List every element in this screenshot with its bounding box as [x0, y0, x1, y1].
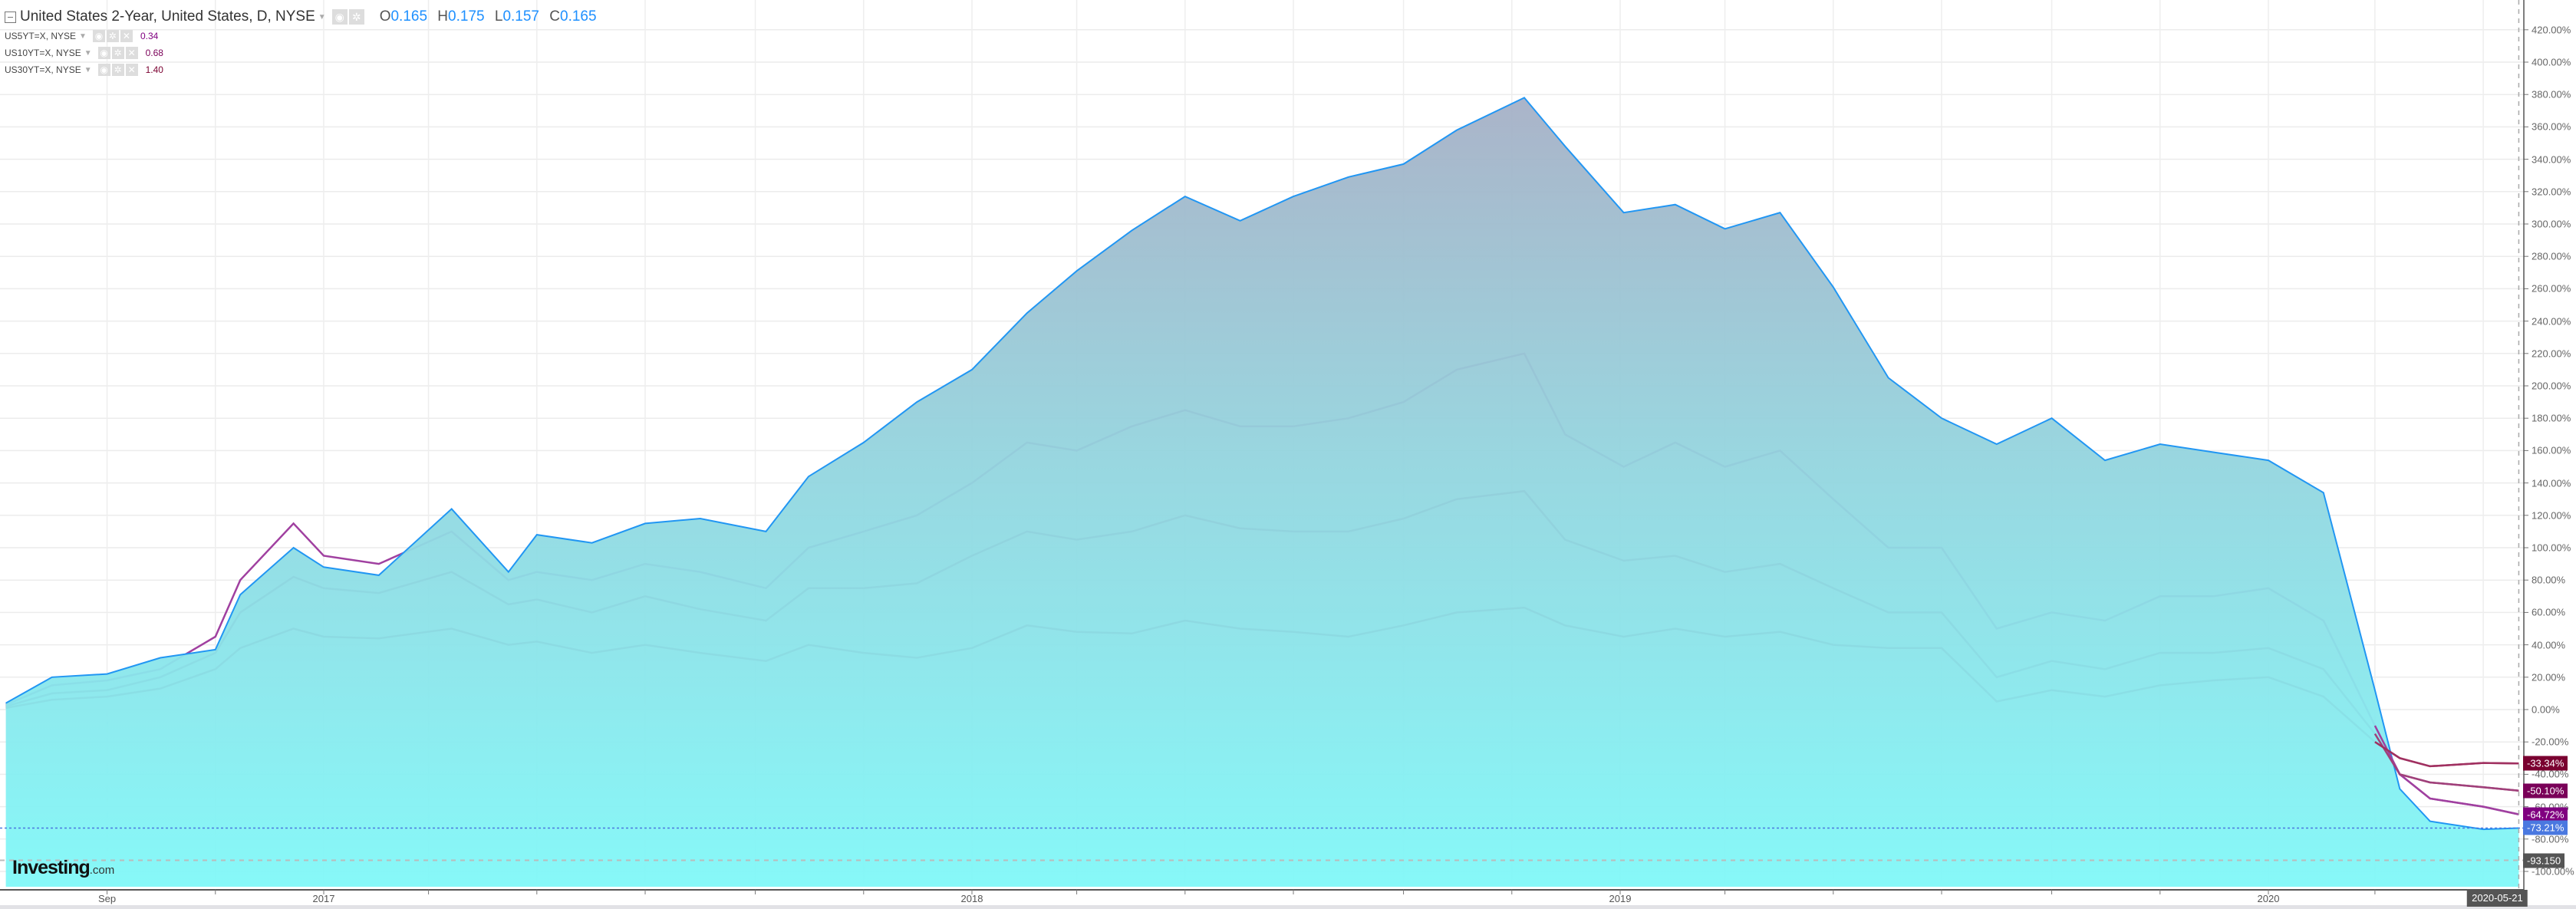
- series-line-us2y: [5, 97, 2519, 831]
- horizontal-line-label: -93.150: [2523, 853, 2565, 868]
- y-tick-label: 160.00%: [2532, 444, 2571, 456]
- open-value: 0.165: [390, 8, 428, 25]
- low-value: 0.157: [502, 8, 539, 25]
- gear-icon[interactable]: ✲: [111, 47, 124, 59]
- price-lines: [0, 0, 2524, 890]
- chart-legend: United States 2-Year, United States, D, …: [5, 6, 597, 78]
- y-tick-label: -40.00%: [2532, 768, 2569, 780]
- y-tick-label: 280.00%: [2532, 250, 2571, 262]
- y-tick-label: 220.00%: [2532, 347, 2571, 360]
- x-tick-label: 2017: [312, 893, 335, 904]
- collapse-icon[interactable]: [5, 11, 16, 23]
- y-tick-label: 40.00%: [2532, 639, 2566, 651]
- x-tick-label: 2018: [960, 893, 983, 904]
- bottom-band: [0, 905, 2576, 909]
- y-tick-label: 100.00%: [2532, 542, 2571, 554]
- caret-down-icon[interactable]: ▼: [84, 48, 92, 58]
- last-value-label: -33.34%: [2523, 756, 2568, 771]
- y-tick-label: 240.00%: [2532, 315, 2571, 328]
- y-tick-label: 320.00%: [2532, 186, 2571, 198]
- y-tick-label: 120.00%: [2532, 509, 2571, 522]
- y-tick-label: 340.00%: [2532, 153, 2571, 166]
- series-value: 0.68: [145, 48, 163, 58]
- legend-series-us30y: US30YT=X, NYSE ▼ ◉ ✲ ✕ 1.40: [5, 61, 597, 78]
- last-value-label: -73.21%: [2523, 820, 2568, 835]
- y-tick-label: 80.00%: [2532, 574, 2566, 586]
- gear-icon[interactable]: ✲: [106, 30, 119, 42]
- series-line-tail: [2374, 741, 2519, 768]
- y-tick-label: 140.00%: [2532, 477, 2571, 489]
- y-tick-label: 200.00%: [2532, 380, 2571, 392]
- y-tick-label: -20.00%: [2532, 736, 2569, 748]
- y-tick-label: 400.00%: [2532, 56, 2571, 68]
- series-line-tail: [2373, 733, 2519, 792]
- series-label: US5YT=X, NYSE: [5, 31, 77, 41]
- legend-series-us10y: US10YT=X, NYSE ▼ ◉ ✲ ✕ 0.68: [5, 44, 597, 61]
- close-label: C: [549, 8, 560, 25]
- legend-series-us5y: US5YT=X, NYSE ▼ ◉ ✲ ✕ 0.34: [5, 28, 597, 44]
- y-tick-label: 260.00%: [2532, 282, 2571, 295]
- high-label: H: [437, 8, 449, 25]
- y-tick-label: 360.00%: [2532, 120, 2571, 133]
- close-icon[interactable]: ✕: [125, 47, 138, 59]
- comparison-lines-overlay: [2373, 725, 2519, 815]
- cursor-date-label: 2020-05-21: [2467, 890, 2528, 907]
- series-line-tail: [2373, 725, 2519, 815]
- y-tick-label: 0.00%: [2532, 703, 2560, 716]
- x-tick-label: 2019: [1609, 893, 1632, 904]
- close-value: 0.165: [560, 8, 597, 25]
- series-label: US30YT=X, NYSE: [5, 64, 81, 75]
- last-value-label: -64.72%: [2523, 807, 2568, 822]
- series-label: US10YT=X, NYSE: [5, 48, 81, 58]
- logo-brand: Investing: [12, 857, 91, 878]
- eye-icon[interactable]: ◉: [331, 9, 348, 25]
- y-tick-label: -100.00%: [2532, 865, 2574, 878]
- low-label: L: [494, 8, 503, 25]
- last-value-label: -50.10%: [2523, 783, 2568, 799]
- caret-down-icon[interactable]: ▼: [79, 31, 87, 41]
- ohlc-values: O0.165 H0.175 L0.157 C0.165: [374, 8, 597, 25]
- gear-icon[interactable]: ✲: [348, 9, 364, 25]
- main-area-series: [5, 97, 2519, 887]
- investing-logo: Investing.com: [12, 857, 114, 879]
- close-icon[interactable]: ✕: [125, 64, 138, 76]
- close-icon[interactable]: ✕: [120, 30, 133, 42]
- y-tick-label: 60.00%: [2532, 606, 2566, 618]
- y-tick-label: 380.00%: [2532, 88, 2571, 100]
- y-tick-label: -80.00%: [2532, 833, 2569, 845]
- eye-icon[interactable]: ◉: [92, 30, 105, 42]
- series-value: 0.34: [140, 31, 159, 41]
- y-tick-label: 300.00%: [2532, 218, 2571, 230]
- gear-icon[interactable]: ✲: [111, 64, 124, 76]
- x-tick-label: Sep: [97, 893, 117, 904]
- eye-icon[interactable]: ◉: [97, 47, 110, 59]
- open-label: O: [379, 8, 391, 25]
- high-value: 0.175: [448, 8, 485, 25]
- y-tick-label: 420.00%: [2532, 24, 2571, 36]
- y-tick-label: 180.00%: [2532, 412, 2571, 424]
- y-tick-label: 20.00%: [2532, 671, 2566, 683]
- main-series-title: United States 2-Year, United States, D, …: [20, 8, 315, 25]
- series-value: 1.40: [145, 64, 163, 75]
- eye-icon[interactable]: ◉: [97, 64, 110, 76]
- x-tick-label: 2020: [2257, 893, 2280, 904]
- area-fill: [5, 97, 2519, 887]
- logo-suffix: .com: [89, 864, 115, 877]
- caret-down-icon[interactable]: ▼: [318, 12, 326, 21]
- caret-down-icon[interactable]: ▼: [84, 65, 92, 74]
- legend-main-series: United States 2-Year, United States, D, …: [5, 6, 597, 28]
